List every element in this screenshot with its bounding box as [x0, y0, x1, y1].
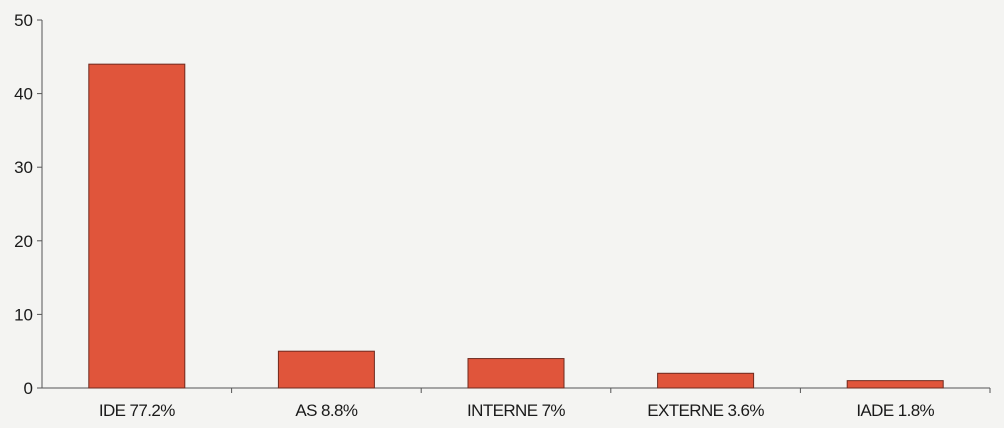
- x-tick-label: EXTERNE 3.6%: [647, 401, 764, 420]
- x-tick-labels: IDE 77.2% AS 8.8% INTERNE 7% EXTERNE 3.6% IA…: [99, 401, 935, 420]
- y-tick-label: 20: [14, 232, 33, 251]
- x-axis: [42, 387, 991, 393]
- x-tick-label: IDE 77.2%: [99, 401, 175, 420]
- x-tick-label: IADE 1.8%: [856, 401, 934, 420]
- bar-4: [657, 372, 755, 389]
- bars: [88, 63, 944, 389]
- bar-2: [277, 350, 375, 389]
- y-tick-label: 10: [14, 305, 33, 324]
- y-tick-label: 40: [14, 85, 33, 104]
- y-tick-label: 0: [24, 379, 33, 398]
- bar-1: [88, 63, 186, 389]
- x-tick-label: AS 8.8%: [295, 401, 357, 420]
- bar-5: [846, 380, 944, 389]
- y-axis: 0 10 20 30 40 50: [14, 11, 43, 398]
- y-tick-label: 50: [14, 11, 33, 30]
- y-tick-label: 30: [14, 158, 33, 177]
- bar-3: [467, 358, 565, 389]
- x-tick-label: INTERNE 7%: [467, 401, 565, 420]
